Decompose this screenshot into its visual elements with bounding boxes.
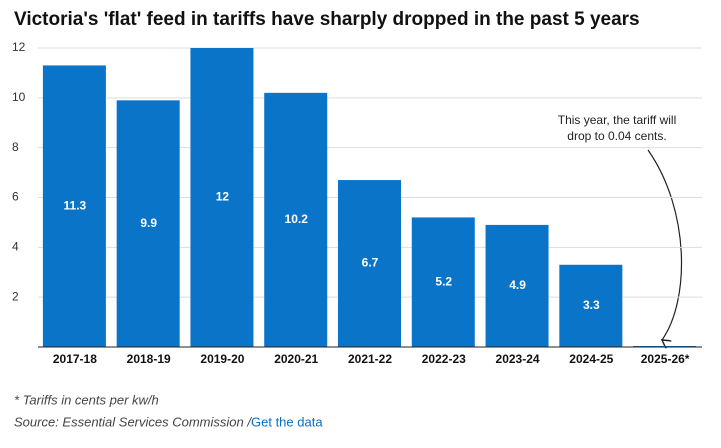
data-label: 4.9 [509, 278, 526, 292]
data-label: 5.2 [435, 274, 452, 288]
bar [411, 217, 475, 347]
x-tick-label: 2025-26* [641, 352, 690, 366]
data-label: 10.2 [285, 212, 309, 226]
annotation: drop to 0.04 cents. [567, 129, 666, 143]
y-tick-label: 2 [12, 289, 19, 303]
y-tick-label: 12 [12, 40, 26, 54]
annotation-arrow [647, 149, 683, 340]
data-link[interactable]: Get the data [251, 414, 323, 429]
x-tick-label: 2021-22 [348, 352, 392, 366]
x-tick-label: 2019-20 [200, 352, 244, 366]
footnote: * Tariffs in cents per kw/h [14, 392, 159, 407]
y-tick-label: 4 [12, 240, 19, 254]
x-tick-label: 2018-19 [127, 352, 171, 366]
x-tick-label: 2020-21 [274, 352, 318, 366]
x-tick-label: 2022-23 [422, 352, 466, 366]
bar [559, 264, 623, 347]
data-label: 6.7 [362, 256, 379, 270]
data-label: 11.3 [64, 198, 87, 212]
y-tick-label: 8 [12, 140, 19, 154]
x-tick-label: 2023-24 [496, 352, 540, 366]
bar [338, 180, 401, 347]
annotation: This year, the tariff will [558, 113, 677, 127]
bar [42, 65, 106, 348]
bar [116, 100, 180, 347]
bar [485, 224, 549, 347]
source: Source: Essential Services Commission / [14, 414, 252, 429]
x-tick-label: 2024-25 [569, 352, 613, 366]
y-tick-label: 10 [12, 90, 26, 104]
y-tick-label: 6 [12, 190, 19, 204]
bar [190, 48, 254, 347]
chart-title: Victoria's 'flat' feed in tariffs have s… [14, 9, 640, 30]
x-tick-label: 2017-18 [53, 352, 97, 366]
data-label: 12 [216, 190, 230, 204]
bar [264, 92, 328, 347]
data-label: 3.3 [583, 298, 600, 312]
data-label: 9.9 [140, 216, 157, 230]
